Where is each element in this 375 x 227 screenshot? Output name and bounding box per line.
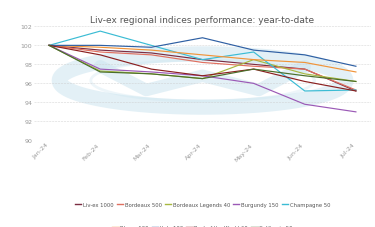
Title: Liv-ex regional indices performance: year-to-date: Liv-ex regional indices performance: yea… [90,16,315,25]
Legend: Rhone 100, Italy 100, Rest of the World 60, California 50: Rhone 100, Italy 100, Rest of the World … [112,225,292,227]
